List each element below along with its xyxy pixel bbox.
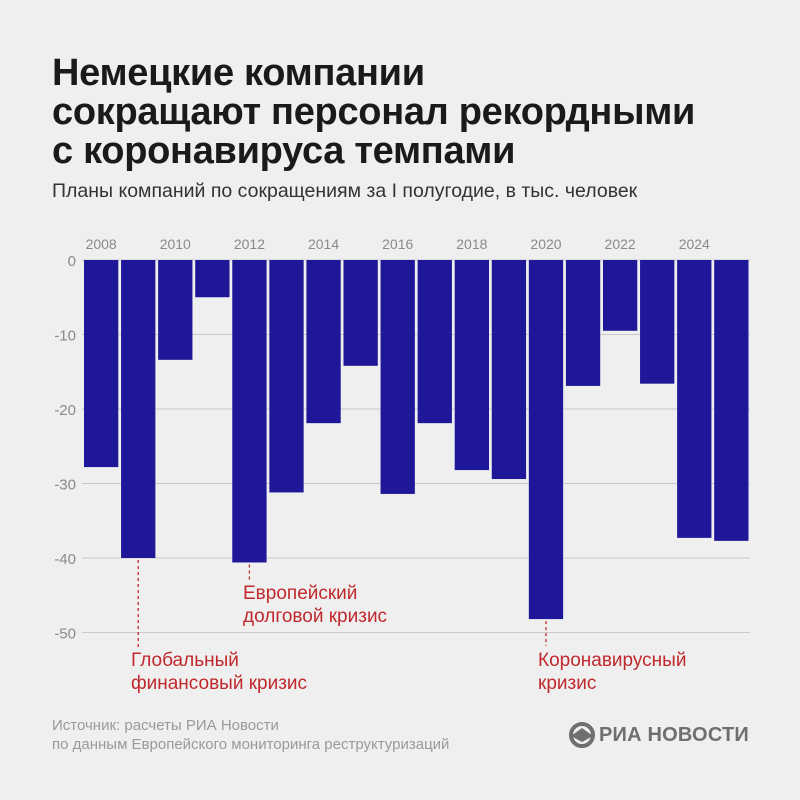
- bar: [677, 260, 712, 538]
- annotation-label: Глобальный: [131, 650, 239, 671]
- x-tick-label: 2014: [308, 236, 339, 252]
- annotation-label: долговой кризис: [243, 606, 387, 627]
- annotation-label: Европейский: [243, 583, 357, 604]
- x-tick-label: 2024: [679, 236, 710, 252]
- bar: [380, 260, 415, 494]
- brand-name: РИА НОВОСТИ: [599, 723, 749, 746]
- bar: [84, 260, 119, 468]
- annotation-label: Коронавирусный: [538, 650, 686, 671]
- x-tick-label: 2018: [456, 236, 487, 252]
- bar: [195, 260, 230, 298]
- chart-subtitle: Планы компаний по сокращениям за I полуг…: [52, 180, 638, 202]
- ria-logo-icon: [569, 722, 595, 748]
- y-tick-label: -50: [54, 626, 76, 643]
- bar: [714, 260, 749, 541]
- source-line: Источник: расчеты РИА Новости: [52, 717, 279, 734]
- y-tick-label: -40: [54, 551, 76, 568]
- source-note: Источник: расчеты РИА Новости по данным …: [52, 716, 449, 754]
- x-tick-label: 2016: [382, 236, 413, 252]
- x-tick-label: 2022: [605, 236, 636, 252]
- title-line: сокращают персонал рекордными: [52, 91, 696, 133]
- y-tick-label: -20: [54, 402, 76, 419]
- bar: [269, 260, 304, 493]
- bar: [158, 260, 193, 360]
- bar: [343, 260, 378, 366]
- brand-logo: РИА НОВОСТИ: [569, 722, 749, 748]
- x-tick-label: 2020: [530, 236, 561, 252]
- annotation-label: кризис: [538, 673, 596, 694]
- y-tick-label: -10: [54, 328, 76, 345]
- bar: [640, 260, 675, 384]
- y-tick-label: -30: [54, 477, 76, 494]
- bar: [491, 260, 527, 480]
- x-tick-label: 2008: [86, 236, 117, 252]
- chart-title: Немецкие компании сокращают персонал рек…: [52, 54, 752, 171]
- annotation-label: финансовый кризис: [131, 673, 307, 694]
- source-line: по данным Европейского мониторинга рестр…: [52, 736, 450, 753]
- title-line: с коронавируса темпами: [52, 130, 516, 172]
- bar: [232, 260, 267, 563]
- bar: [306, 260, 341, 424]
- bar: [528, 260, 564, 620]
- x-tick-label: 2010: [160, 236, 191, 252]
- bar: [121, 260, 156, 558]
- bar: [454, 260, 489, 471]
- title-line: Немецкие компании: [52, 52, 425, 94]
- bar: [417, 260, 452, 424]
- x-tick-label: 2012: [234, 236, 265, 252]
- bar: [565, 260, 601, 386]
- bar: [602, 260, 638, 331]
- y-tick-label: 0: [68, 253, 76, 270]
